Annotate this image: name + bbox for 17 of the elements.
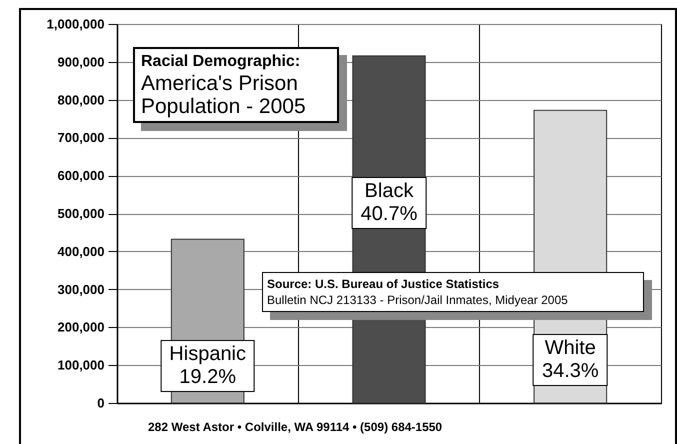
- y-tick-label: 0: [97, 396, 104, 410]
- annotation: Source: U.S. Bureau of Justice Statistics: [267, 276, 500, 292]
- y-tick-label: 700,000: [58, 130, 104, 146]
- y-tick-label: 400,000: [58, 244, 104, 259]
- y-tick-label: 1,000,000: [46, 16, 104, 32]
- y-tick-label: 600,000: [58, 168, 104, 184]
- label-box: Hispanic 19.2%: [160, 340, 255, 392]
- y-tick-label: 800,000: [58, 92, 104, 108]
- y-tick-label: 500,000: [58, 206, 104, 221]
- y-tick-label: 900,000: [58, 54, 104, 70]
- y-tick-label: 200,000: [58, 320, 104, 335]
- y-tick-label: 100,000: [58, 358, 104, 373]
- text: 282 West Astor • Colville, WA 99114 • (509) 684-1550: [148, 420, 442, 434]
- y-tick-label: 300,000: [58, 282, 104, 297]
- label-box: Black 40.7%: [352, 177, 426, 229]
- label-box: White 34.3%: [532, 334, 608, 386]
- annotation: Bulletin NCJ 213133 - Prison/Jail Inmates, Midyear 2005: [267, 292, 569, 308]
